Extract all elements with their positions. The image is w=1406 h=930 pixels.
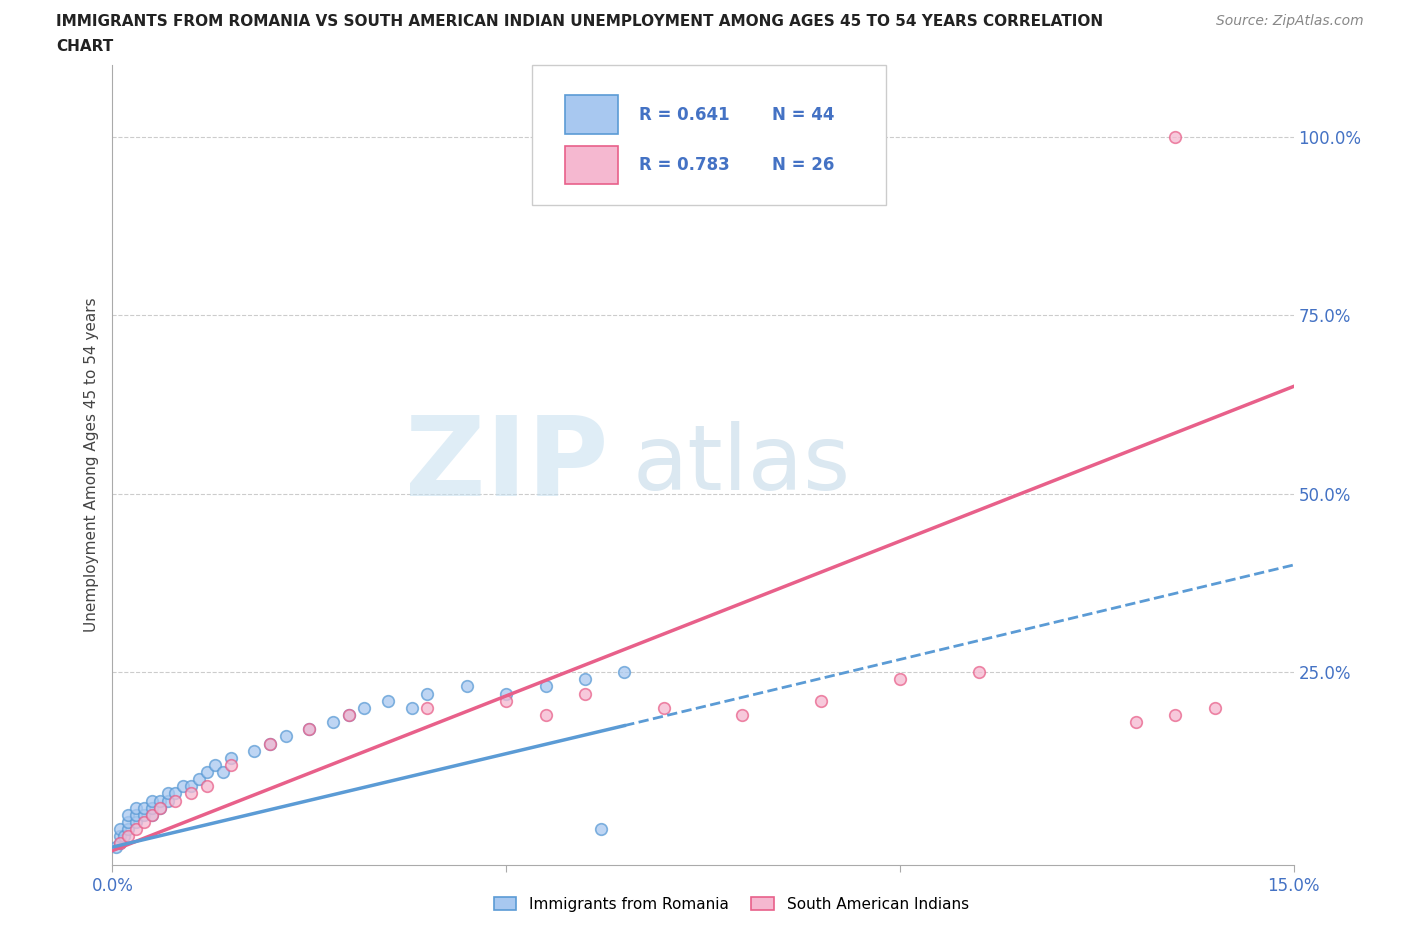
Text: Source: ZipAtlas.com: Source: ZipAtlas.com <box>1216 14 1364 28</box>
Point <box>112 829 135 844</box>
Point <box>495 693 517 708</box>
Point <box>259 736 281 751</box>
Point <box>125 801 148 816</box>
Text: atlas: atlas <box>633 421 851 509</box>
Point <box>141 807 163 822</box>
Point <box>377 693 399 708</box>
Point <box>274 729 297 744</box>
Point <box>322 714 344 729</box>
Point <box>125 815 148 830</box>
Point <box>219 757 242 772</box>
Point <box>495 686 517 701</box>
Point <box>117 822 139 837</box>
Point <box>889 671 911 686</box>
Point <box>165 786 187 801</box>
Point <box>141 793 163 808</box>
Point <box>188 772 211 787</box>
Point <box>574 686 596 701</box>
Legend: Immigrants from Romania, South American Indians: Immigrants from Romania, South American … <box>488 890 974 918</box>
Text: IMMIGRANTS FROM ROMANIA VS SOUTH AMERICAN INDIAN UNEMPLOYMENT AMONG AGES 45 TO 5: IMMIGRANTS FROM ROMANIA VS SOUTH AMERICA… <box>56 14 1104 29</box>
Point <box>353 700 375 715</box>
Point <box>298 722 321 737</box>
Point <box>1164 708 1187 723</box>
Point <box>110 836 132 851</box>
Point <box>456 679 478 694</box>
Point <box>141 807 163 822</box>
Point <box>132 807 155 822</box>
Point <box>589 822 612 837</box>
Point <box>180 786 202 801</box>
Point <box>105 840 128 855</box>
Text: R = 0.783: R = 0.783 <box>640 156 730 174</box>
Point <box>401 700 423 715</box>
Point <box>110 829 132 844</box>
Point <box>337 708 360 723</box>
Point <box>1164 129 1187 144</box>
Point <box>967 665 990 680</box>
Text: N = 26: N = 26 <box>772 156 834 174</box>
Point <box>416 686 439 701</box>
Point <box>180 779 202 794</box>
Y-axis label: Unemployment Among Ages 45 to 54 years: Unemployment Among Ages 45 to 54 years <box>83 298 98 632</box>
Point <box>132 801 155 816</box>
Point <box>810 693 832 708</box>
Point <box>125 822 148 837</box>
Point <box>613 665 636 680</box>
Point <box>117 807 139 822</box>
Text: N = 44: N = 44 <box>772 106 834 124</box>
Point <box>156 793 179 808</box>
Point <box>259 736 281 751</box>
FancyBboxPatch shape <box>531 65 886 205</box>
Point <box>149 793 172 808</box>
Point <box>534 679 557 694</box>
Point <box>117 815 139 830</box>
Point <box>132 815 155 830</box>
Point <box>110 836 132 851</box>
Text: CHART: CHART <box>56 39 114 54</box>
Point <box>534 708 557 723</box>
Point <box>204 757 226 772</box>
Point <box>731 708 754 723</box>
Point <box>574 671 596 686</box>
Point <box>1125 714 1147 729</box>
Point <box>219 751 242 765</box>
Text: R = 0.641: R = 0.641 <box>640 106 730 124</box>
Point <box>195 764 218 779</box>
Point <box>172 779 194 794</box>
Point <box>195 779 218 794</box>
Point <box>117 829 139 844</box>
Point <box>125 807 148 822</box>
FancyBboxPatch shape <box>565 146 619 184</box>
Point <box>416 700 439 715</box>
Point <box>156 786 179 801</box>
Point <box>298 722 321 737</box>
Point <box>211 764 233 779</box>
Point <box>141 801 163 816</box>
Point <box>337 708 360 723</box>
Point <box>110 822 132 837</box>
Point <box>652 700 675 715</box>
Text: ZIP: ZIP <box>405 411 609 519</box>
Point <box>243 743 266 758</box>
FancyBboxPatch shape <box>565 96 619 134</box>
Point <box>149 801 172 816</box>
Point <box>165 793 187 808</box>
Point <box>149 801 172 816</box>
Point <box>1204 700 1226 715</box>
